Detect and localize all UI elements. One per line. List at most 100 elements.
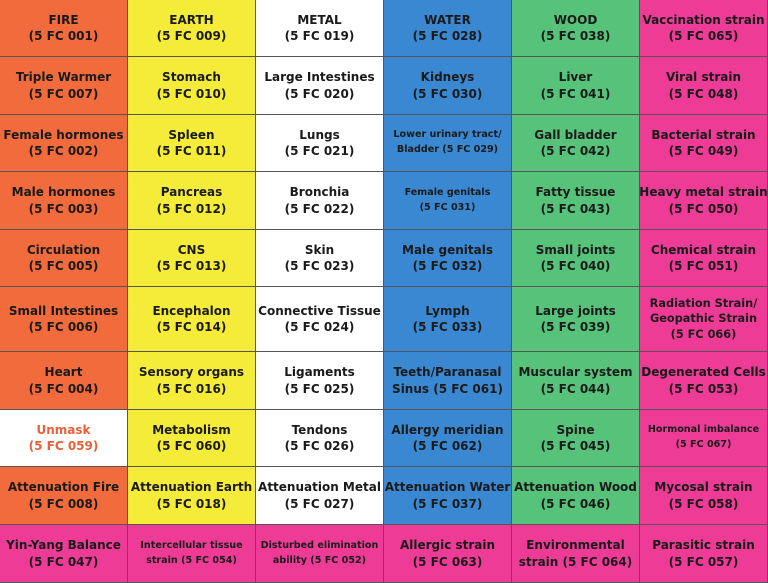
cell-code: (5 FC 039) [540,320,611,334]
cell-strain-7: Degenerated Cells (5 FC 053) [640,352,767,409]
cell-water-10: Allergic strain (5 FC 063) [384,525,511,582]
cell-code: (5 FC 048) [668,86,739,101]
cell-label: Large Intestines [264,70,375,85]
cell-strain-6: Radiation Strain/Geopathic Strain (5 FC 0… [640,287,767,351]
cell-code: (5 FC 007) [28,86,99,101]
cell-label: Liver [558,70,593,85]
cell-label: Attenuation Metal [258,480,381,495]
cell-wood-8: Spine (5 FC 045) [512,410,639,466]
cell-wood-2: Liver (5 FC 041) [512,57,639,114]
cell-code: (5 FC 067) [675,439,732,450]
cell-label: Female hormones [3,127,124,142]
cell-label: Tendons [291,422,348,437]
cell-label: Female genitals [404,186,491,198]
cell-label: Heart [44,365,83,380]
cell-code: ability (5 FC 052) [272,554,367,566]
cell-label: WOOD [553,12,598,27]
cell-code: (5 FC 058) [668,496,739,511]
cell-label: Spleen [168,127,215,142]
cell-earth-4: Pancreas (5 FC 012) [128,172,255,229]
cell-wood-9: Attenuation Wood (5 FC 046) [512,467,639,524]
cell-label: Environmental [526,538,625,553]
cell-code: strain (5 FC 054) [146,554,237,566]
cell-code: (5 FC 033) [412,320,483,334]
cell-label: Chemical strain [650,242,757,257]
cell-code: (5 FC 003) [28,201,99,216]
cell-label: Lymph [425,303,470,318]
cell-code: (5 FC 045) [540,439,611,453]
cell-label: Small Intestines [8,303,119,318]
cell-label: Encephalon [152,303,231,318]
cell-code: (5 FC 038) [540,29,611,43]
cell-label: Vaccination strain [642,12,765,27]
cell-code: (5 FC 060) [156,439,227,453]
cell-label: Teeth/Paranasal [393,365,502,380]
cell-water-1: WATER (5 FC 028) [384,0,511,56]
cell-strain-3: Bacterial strain (5 FC 049) [640,115,767,171]
cell-metal-4: Bronchia (5 FC 022) [256,172,383,229]
cell-label: Degenerated Cells [641,365,766,380]
cell-metal-6: Connective Tissue (5 FC 024) [256,287,383,351]
cell-water-4: Female genitals (5 FC 031) [384,172,511,229]
cell-fire-6: Small Intestines (5 FC 006) [0,287,127,351]
cell-earth-2: Stomach (5 FC 010) [128,57,255,114]
cell-code: (5 FC 016) [156,381,227,396]
cell-metal-7: Ligaments (5 FC 025) [256,352,383,409]
cell-code: (5 FC 013) [156,259,227,273]
cell-code: (5 FC 022) [284,201,355,216]
cell-label: Spine [556,422,595,437]
cell-code: (5 FC 018) [156,496,227,511]
cell-label: Yin-Yang Balance [6,538,121,553]
cell-label: Intercellular tissue [140,539,243,551]
cell-label: Pancreas [160,185,223,200]
cell-fire-9: Attenuation Fire (5 FC 008) [0,467,127,524]
cell-label: Attenuation Fire [7,480,120,495]
cell-label: Connective Tissue [258,303,381,318]
cell-label: Lower urinary tract/ [393,129,502,141]
cell-code: Sinus (5 FC 061) [392,381,503,396]
cell-code: (5 FC 027) [284,496,355,511]
cell-code: (5 FC 037) [412,496,483,511]
cell-code: (5 FC 046) [540,496,611,511]
cell-label: Parasitic strain [652,538,755,553]
cell-fire-8: Unmask (5 FC 059) [0,410,127,466]
cell-code: (5 FC 066) [670,327,737,341]
cell-code: (5 FC 032) [412,259,483,273]
cell-label: METAL [297,12,342,27]
cell-code: (5 FC 024) [284,320,355,334]
cell-strain-1: Vaccination strain (5 FC 065) [640,0,767,56]
cell-water-3: Lower urinary tract/Bladder (5 FC 029) [384,115,511,171]
cell-wood-6: Large joints (5 FC 039) [512,287,639,351]
cell-code: (5 FC 009) [156,29,227,43]
cell-label: Attenuation Water [384,480,511,495]
cell-code: (5 FC 028) [412,29,483,43]
cell-wood-3: Gall bladder (5 FC 042) [512,115,639,171]
cell-label: Allergic strain [399,538,496,553]
cell-strain-4: Heavy metal strain (5 FC 050) [639,172,768,229]
cell-code: (5 FC 011) [156,144,227,158]
cell-metal-8: Tendons (5 FC 026) [256,410,383,466]
cell-label: Gall bladder [534,127,617,142]
cell-code: (5 FC 062) [412,439,483,453]
cell-code: (5 FC 057) [668,554,739,569]
cell-label: Muscular system [518,365,633,380]
cell-fire-4: Male hormones (5 FC 003) [0,172,127,229]
cell-label: Lungs [299,127,340,142]
cell-code: (5 FC 010) [156,86,227,101]
cell-code: (5 FC 012) [156,201,227,216]
cell-water-6: Lymph (5 FC 033) [384,287,511,351]
cell-strain-9: Mycosal strain (5 FC 058) [640,467,767,524]
cell-label: Male hormones [11,185,116,200]
cell-metal-2: Large Intestines (5 FC 020) [256,57,383,114]
cell-metal-3: Lungs (5 FC 021) [256,115,383,171]
cell-code: (5 FC 025) [284,381,355,396]
cell-water-9: Attenuation Water (5 FC 037) [384,467,511,524]
cell-water-8: Allergy meridian (5 FC 062) [384,410,511,466]
cell-fire-3: Female hormones (5 FC 002) [0,115,127,171]
cell-label: Bronchia [289,185,350,200]
cell-water-5: Male genitals (5 FC 032) [384,230,511,286]
cell-code: (5 FC 051) [668,259,739,273]
cell-code: (5 FC 008) [28,496,99,511]
cell-earth-10: Intercellular tissue strain (5 FC 054) [128,525,255,582]
cell-water-7: Teeth/Paranasal Sinus (5 FC 061) [384,352,511,409]
